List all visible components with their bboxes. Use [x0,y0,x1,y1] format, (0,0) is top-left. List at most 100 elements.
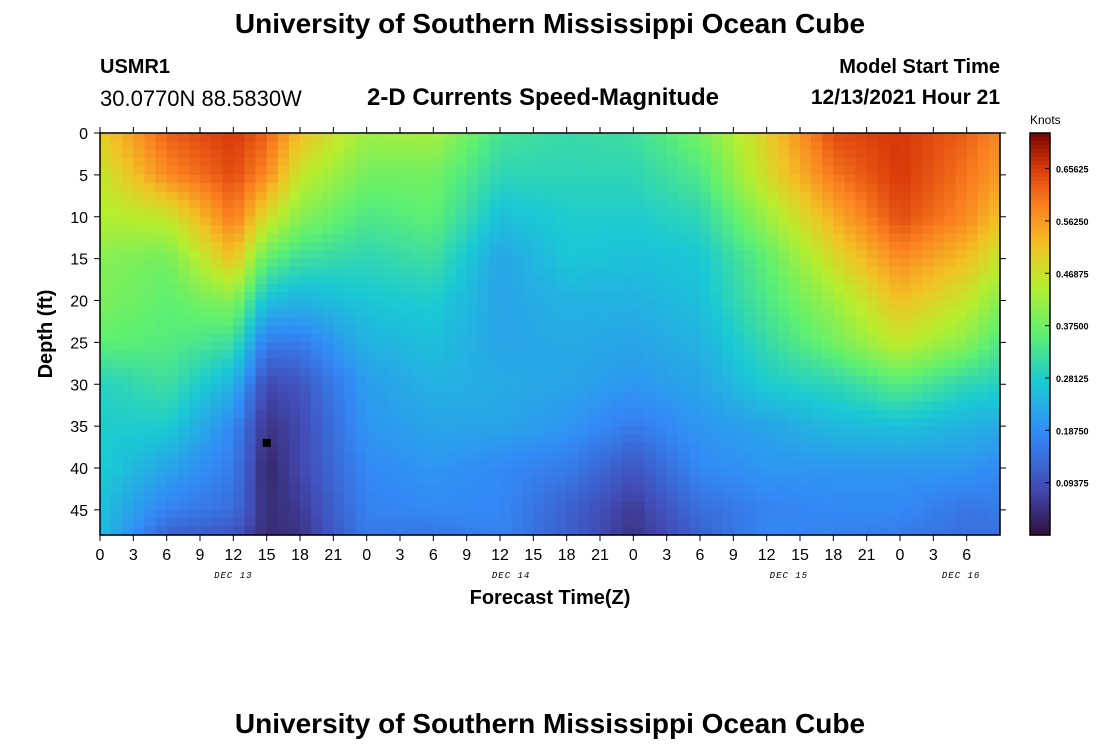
heatmap-cell [400,342,412,352]
heatmap-cell [988,183,1001,193]
heatmap-cell [133,191,146,201]
heatmap-cell [322,342,334,352]
heatmap-cell [466,267,479,276]
heatmap-cell [688,200,701,209]
heatmap-cell [222,442,234,452]
colorbar-segment [1030,241,1050,247]
heatmap-cell [933,267,946,276]
heatmap-cell [411,426,423,436]
heatmap-cell [266,225,279,235]
heatmap-cell [222,409,234,419]
heatmap-cell [300,442,312,452]
heatmap-cell [500,308,512,318]
heatmap-cell [711,509,723,519]
heatmap-cell [133,526,146,536]
heatmap-cell [622,183,634,193]
heatmap-cell [888,476,901,486]
heatmap-cell [144,241,157,251]
heatmap-cell [366,166,379,176]
heatmap-cell [833,518,846,528]
heatmap-cell [811,267,823,276]
heatmap-cell [633,216,646,226]
heatmap-cell [833,267,846,276]
heatmap-cell [133,166,146,176]
heatmap-cell [833,501,846,511]
colorbar-segment [1030,305,1050,311]
heatmap-cell [622,133,634,142]
heatmap-cell [822,225,834,235]
heatmap-cell [522,509,534,519]
heatmap-cell [477,308,490,318]
heatmap-cell [700,359,712,369]
heatmap-cell [444,158,457,168]
heatmap-cell [488,191,501,201]
heatmap-cell [844,367,857,377]
heatmap-cell [111,426,123,436]
heatmap-cell [488,493,501,503]
heatmap-cell [111,250,123,260]
heatmap-cell [100,233,112,243]
heatmap-cell [400,468,412,477]
heatmap-cell [655,459,668,469]
heatmap-cell [333,392,346,402]
heatmap-cell [644,493,657,503]
heatmap-cell [700,417,712,427]
heatmap-cell [433,451,446,461]
heatmap-cell [344,267,357,276]
heatmap-cell [266,359,279,369]
heatmap-cell [755,317,768,327]
heatmap-cell [777,518,790,528]
heatmap-cell [811,526,823,536]
y-tick-label: 5 [79,168,88,185]
heatmap-cell [100,174,112,184]
heatmap-cell [677,476,690,486]
heatmap-cell [544,442,557,452]
heatmap-cell [277,359,290,369]
heatmap-cell [800,275,812,285]
heatmap-cell [933,484,946,494]
heatmap-cell [433,434,446,444]
heatmap-cell [544,149,557,159]
heatmap-cell [266,133,279,142]
heatmap-cell [844,292,857,302]
heatmap-cell [366,149,379,159]
heatmap-cell [277,426,290,436]
heatmap-cell [977,216,990,226]
heatmap-cell [733,417,746,427]
heatmap-cell [966,509,979,519]
heatmap-cell [766,417,779,427]
chart-subtitle: 2-D Currents Speed-Magnitude [367,84,720,111]
heatmap-cell [244,200,257,209]
colorbar-segment [1030,189,1050,194]
heatmap-cell [233,350,246,360]
heatmap-cell [800,191,812,201]
heatmap-cell [533,367,546,377]
heatmap-cell [611,526,623,536]
heatmap-cell [355,300,368,310]
heatmap-cell [911,133,923,142]
heatmap-cell [266,325,279,335]
heatmap-cell [388,459,401,469]
heatmap-cell [633,484,646,494]
heatmap-cell [855,359,868,369]
heatmap-cell [144,501,157,511]
x-tick-label: 0 [362,547,371,564]
heatmap-cell [100,367,112,377]
heatmap-cell [300,133,312,142]
heatmap-cell [200,317,212,327]
station-depth-marker [262,438,271,447]
heatmap-cell [444,317,457,327]
heatmap-cell [566,149,579,159]
heatmap-cell [577,292,590,302]
heatmap-cell [466,484,479,494]
heatmap-cell [122,442,134,452]
heatmap-cell [944,384,957,394]
heatmap-cell [844,518,857,528]
heatmap-cell [366,476,379,486]
heatmap-cell [888,468,901,477]
heatmap-cell [455,401,468,410]
heatmap-cell [988,434,1001,444]
heatmap-cell [655,208,668,218]
heatmap-cell [933,308,946,318]
heatmap-cell [488,451,501,461]
